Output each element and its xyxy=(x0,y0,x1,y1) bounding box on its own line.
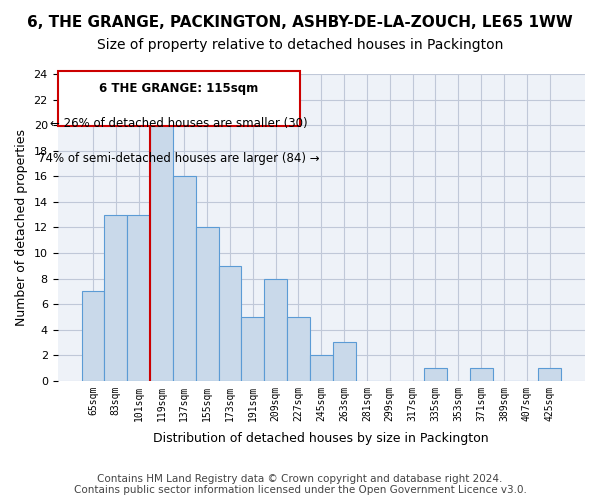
X-axis label: Distribution of detached houses by size in Packington: Distribution of detached houses by size … xyxy=(154,432,489,445)
Bar xyxy=(150,125,173,381)
FancyBboxPatch shape xyxy=(58,71,300,126)
Text: 6, THE GRANGE, PACKINGTON, ASHBY-DE-LA-ZOUCH, LE65 1WW: 6, THE GRANGE, PACKINGTON, ASHBY-DE-LA-Z… xyxy=(27,15,573,30)
Bar xyxy=(241,317,264,381)
Text: Contains public sector information licensed under the Open Government Licence v3: Contains public sector information licen… xyxy=(74,485,526,495)
Bar xyxy=(218,266,241,381)
Bar xyxy=(424,368,447,381)
Bar xyxy=(310,355,332,381)
Bar xyxy=(127,214,150,381)
Bar xyxy=(287,317,310,381)
Bar xyxy=(82,292,104,381)
Bar xyxy=(173,176,196,381)
Bar xyxy=(332,342,356,381)
Bar xyxy=(538,368,561,381)
Text: Size of property relative to detached houses in Packington: Size of property relative to detached ho… xyxy=(97,38,503,52)
Bar xyxy=(104,214,127,381)
Text: 74% of semi-detached houses are larger (84) →: 74% of semi-detached houses are larger (… xyxy=(38,152,320,165)
Y-axis label: Number of detached properties: Number of detached properties xyxy=(15,129,28,326)
Text: Contains HM Land Registry data © Crown copyright and database right 2024.: Contains HM Land Registry data © Crown c… xyxy=(97,474,503,484)
Bar xyxy=(264,278,287,381)
Text: ← 26% of detached houses are smaller (30): ← 26% of detached houses are smaller (30… xyxy=(50,117,308,130)
Bar xyxy=(196,228,218,381)
Text: 6 THE GRANGE: 115sqm: 6 THE GRANGE: 115sqm xyxy=(99,82,259,94)
Bar xyxy=(470,368,493,381)
